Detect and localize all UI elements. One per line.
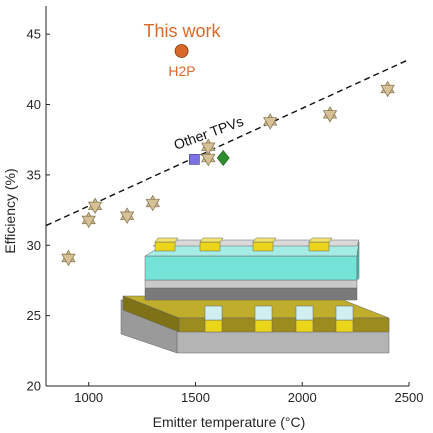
star-marker-part (61, 253, 76, 267)
inset-bottom-contact (295, 319, 314, 333)
inset-top-contact (199, 241, 221, 252)
inset-bottom-contact (335, 319, 354, 333)
this-work-marker (174, 44, 189, 58)
inset-top-contact (154, 241, 176, 252)
star-marker-part (380, 84, 395, 98)
y-tick-label: 40 (27, 97, 41, 112)
inset-top-contact-face (199, 237, 224, 243)
axes: 1000 1500 2000 2500 20 25 30 35 40 45 (27, 6, 424, 405)
star-marker (81, 211, 96, 229)
star-marker (61, 249, 76, 267)
inset-top-contact (308, 241, 330, 252)
inset-mirror-layer (144, 287, 358, 301)
star-marker (322, 106, 338, 123)
star-marker (380, 80, 395, 98)
star-marker (263, 113, 278, 130)
h2p-label: H2P (168, 63, 195, 79)
inset-post (295, 305, 314, 321)
inset-top-contact-face (252, 237, 277, 243)
data-marks (45, 44, 410, 267)
star-marker-part (119, 211, 135, 225)
star-marker (201, 138, 216, 156)
y-tick-label: 45 (27, 27, 41, 42)
inset-bottom-contact (254, 319, 273, 333)
tpv-cell-inset-illustration (120, 237, 390, 354)
star-marker-part (263, 117, 278, 130)
inset-cyan-front (144, 255, 358, 281)
star-marker-part (322, 110, 338, 123)
star-marker-part (201, 142, 216, 156)
x-axis-label: Emitter temperature (°C) (153, 414, 306, 430)
y-tick-label: 30 (27, 238, 41, 253)
star-marker (87, 197, 103, 215)
x-tick-label: 2500 (395, 390, 424, 405)
trend-line (45, 58, 410, 227)
square-marker (189, 154, 200, 165)
y-tick-label: 20 (27, 379, 41, 394)
inset-top-contact-face (308, 237, 333, 243)
this-work-label: This work (143, 21, 221, 41)
x-tick-label: 2000 (288, 390, 317, 405)
y-axis-label: Efficiency (%) (2, 168, 18, 253)
inset-cyan-side (356, 241, 360, 281)
x-tick-label: 1000 (74, 390, 103, 405)
inset-bottom-contact (204, 319, 223, 333)
inset-base-edge (122, 295, 180, 333)
inset-top-contact (252, 241, 274, 252)
diamond-marker (216, 150, 230, 166)
inset-post (254, 305, 273, 321)
x-tick-label: 1500 (181, 390, 210, 405)
y-tick-label: 25 (27, 308, 41, 323)
inset-post (335, 305, 354, 321)
star-marker-part (87, 201, 103, 215)
inset-grey-layer (144, 279, 358, 289)
inset-post (204, 305, 223, 321)
star-marker (145, 194, 160, 212)
y-tick-label: 35 (27, 167, 41, 182)
star-marker-part (81, 215, 96, 229)
star-marker (119, 207, 135, 225)
inset-top-contact-face (154, 237, 179, 243)
star-marker-part (145, 198, 160, 212)
